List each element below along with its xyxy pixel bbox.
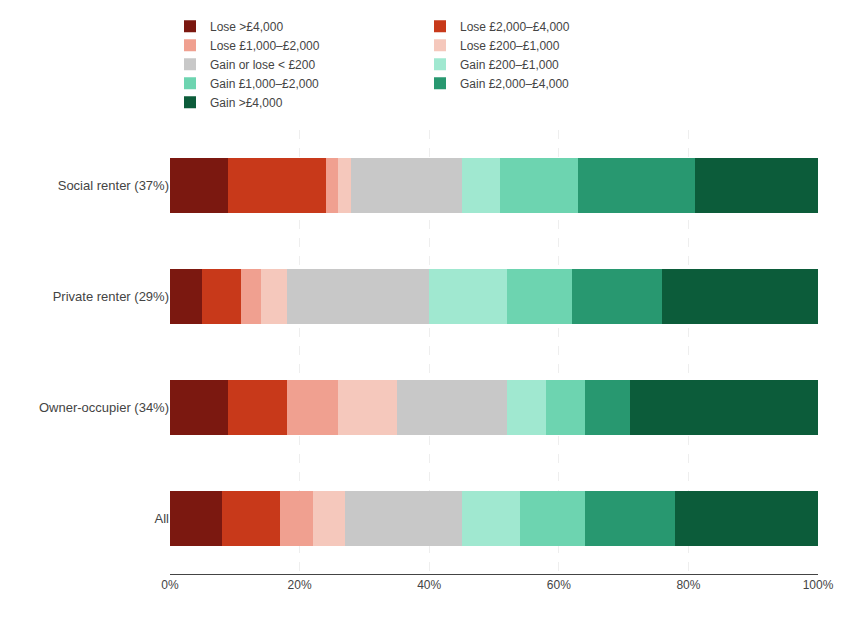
- svg-text:60%: 60%: [547, 578, 571, 592]
- svg-text:0%: 0%: [161, 578, 179, 592]
- svg-text:Gain £1,000–£2,000: Gain £1,000–£2,000: [210, 77, 319, 91]
- svg-text:Gain >£4,000: Gain >£4,000: [210, 96, 283, 110]
- svg-text:Lose £2,000–£4,000: Lose £2,000–£4,000: [460, 20, 570, 34]
- svg-text:Private renter (29%): Private renter (29%): [53, 289, 169, 304]
- svg-text:Gain £2,000–£4,000: Gain £2,000–£4,000: [460, 77, 569, 91]
- svg-text:Gain £200–£1,000: Gain £200–£1,000: [460, 58, 559, 72]
- svg-text:Lose £1,000–£2,000: Lose £1,000–£2,000: [210, 39, 320, 53]
- svg-text:Social renter (37%): Social renter (37%): [58, 178, 169, 193]
- svg-text:40%: 40%: [417, 578, 441, 592]
- svg-text:80%: 80%: [676, 578, 700, 592]
- svg-text:20%: 20%: [288, 578, 312, 592]
- svg-text:All: All: [155, 511, 170, 526]
- svg-text:Lose >£4,000: Lose >£4,000: [210, 20, 283, 34]
- svg-text:Lose £200–£1,000: Lose £200–£1,000: [460, 39, 560, 53]
- svg-text:100%: 100%: [803, 578, 834, 592]
- svg-text:Owner-occupier (34%): Owner-occupier (34%): [39, 400, 169, 415]
- svg-text:Gain or lose < £200: Gain or lose < £200: [210, 58, 315, 72]
